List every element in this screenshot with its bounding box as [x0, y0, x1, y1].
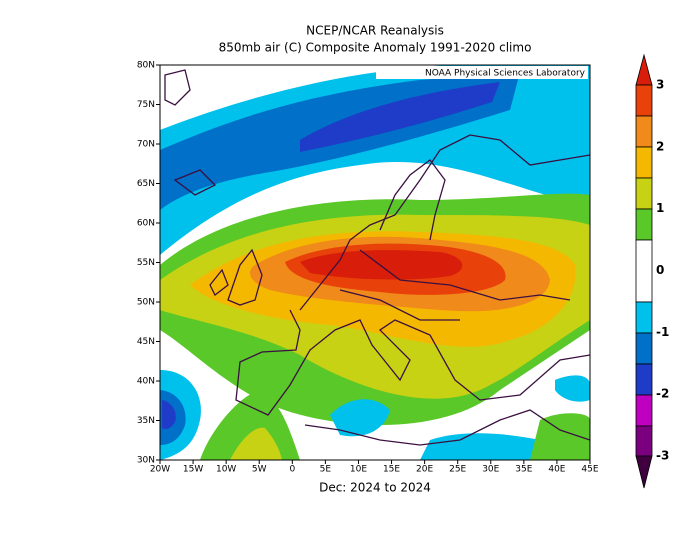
lon-label: 45E	[581, 465, 598, 475]
lon-label: 35E	[515, 465, 532, 475]
lon-label: 10E	[350, 465, 367, 475]
colorbar-label: -1	[656, 325, 669, 339]
lat-label: 35N	[137, 416, 155, 426]
lat-label: 50N	[137, 298, 155, 308]
lat-label: 75N	[137, 100, 155, 110]
lat-label: 30N	[137, 456, 155, 466]
title: NCEP/NCAR Reanalysis	[306, 24, 444, 38]
subtitle: 850mb air (C) Composite Anomaly 1991-202…	[219, 41, 532, 55]
lat-label: 70N	[137, 140, 155, 150]
x-label: Dec: 2024 to 2024	[319, 481, 431, 495]
colorbar-label: 3	[656, 78, 664, 92]
lon-label: 0	[289, 465, 295, 475]
lat-label: 55N	[137, 258, 155, 268]
colorbar-label: -3	[656, 449, 669, 463]
lon-label: 5E	[320, 465, 332, 475]
lat-label: 45N	[137, 337, 155, 347]
lon-label: 15W	[183, 465, 203, 475]
lon-label: 10W	[216, 465, 236, 475]
lat-label: 60N	[137, 219, 155, 229]
anomaly-field	[160, 65, 590, 460]
colorbar	[635, 53, 653, 489]
colorbar-label: 0	[656, 263, 664, 277]
lat-label: 65N	[137, 179, 155, 189]
colorbar-label: -2	[656, 387, 669, 401]
lat-label: 80N	[137, 61, 155, 71]
lat-label: 40N	[137, 377, 155, 387]
lon-label: 15E	[383, 465, 400, 475]
lon-label: 40E	[548, 465, 565, 475]
lon-label: 20W	[150, 465, 170, 475]
colorbar-label: 2	[656, 139, 664, 153]
colorbar-label: 1	[656, 201, 664, 215]
lon-label: 25E	[449, 465, 466, 475]
credit-box	[376, 66, 588, 79]
lon-label: 20E	[416, 465, 433, 475]
lon-label: 5W	[252, 465, 267, 475]
lon-label: 30E	[482, 465, 499, 475]
credit: NOAA Physical Sciences Laboratory	[425, 69, 586, 79]
